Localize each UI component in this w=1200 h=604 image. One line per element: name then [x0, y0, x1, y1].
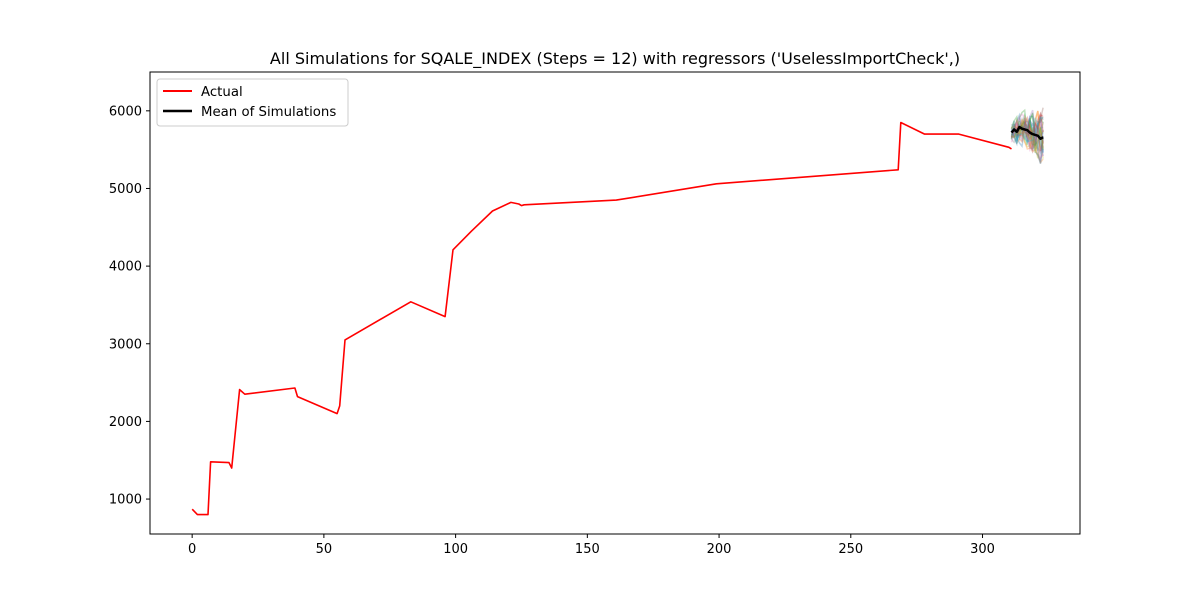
simulation-line — [1010, 115, 1044, 152]
simulation-line — [1010, 112, 1044, 153]
chart-title: All Simulations for SQALE_INDEX (Steps =… — [270, 49, 960, 69]
x-tick-label: 300 — [970, 542, 995, 557]
simulation-line — [1010, 124, 1044, 164]
x-tick-label: 250 — [838, 542, 863, 557]
x-axis: 0 50 100 150 200 250 300 — [188, 534, 995, 557]
legend: Actual Mean of Simulations — [156, 78, 349, 127]
simulation-line — [1010, 117, 1044, 151]
y-tick-label: 3000 — [109, 337, 142, 352]
x-tick-label: 50 — [316, 542, 333, 557]
simulation-line — [1011, 119, 1044, 165]
y-tick-label: 6000 — [109, 104, 142, 119]
simulation-line — [1010, 114, 1044, 138]
y-tick-label: 2000 — [109, 415, 142, 430]
x-tick-label: 200 — [707, 542, 732, 557]
y-tick-label: 5000 — [109, 182, 142, 197]
plot-frame — [149, 71, 1081, 535]
simulation-line — [1010, 109, 1044, 157]
actual-series-line — [191, 121, 1012, 516]
y-tick-label: 4000 — [109, 260, 142, 275]
y-tick-label: 1000 — [109, 493, 142, 508]
simulation-line — [1010, 121, 1044, 150]
simulation-line — [1010, 113, 1044, 159]
y-axis: 1000 2000 3000 4000 5000 6000 — [109, 104, 150, 508]
simulation-line — [1010, 115, 1044, 155]
mean-of-simulations-line — [1010, 125, 1044, 141]
simulation-line — [1010, 113, 1044, 160]
x-tick-label: 0 — [188, 542, 196, 557]
simulation-line — [1010, 123, 1044, 164]
simulation-line — [1011, 116, 1044, 150]
simulation-line — [1010, 116, 1044, 143]
plot-area — [191, 107, 1044, 516]
simulation-line — [1010, 121, 1044, 152]
x-tick-label: 150 — [575, 542, 600, 557]
simulation-line — [1010, 120, 1044, 153]
simulation-line — [1010, 111, 1044, 149]
simulation-line — [1010, 113, 1044, 146]
simulation-line — [1010, 115, 1044, 144]
simulation-line — [1010, 107, 1044, 142]
simulation-line — [1011, 110, 1044, 150]
legend-label-mean: Mean of Simulations — [201, 105, 336, 120]
x-tick-label: 100 — [443, 542, 468, 557]
simulation-line — [1010, 112, 1044, 149]
simulation-line — [1011, 110, 1044, 145]
legend-box — [156, 78, 349, 127]
legend-label-actual: Actual — [201, 85, 243, 100]
